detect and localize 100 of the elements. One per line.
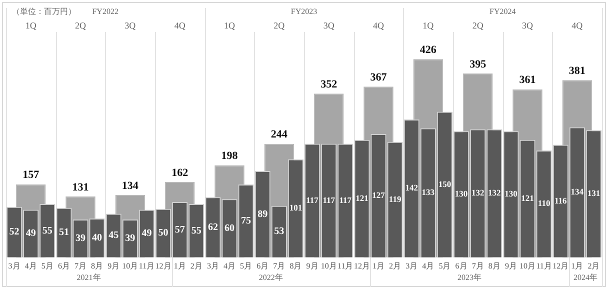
x-tick-label: 2月 [389,261,402,270]
x-tick-label: 8月 [488,261,500,270]
data-label: 40 [92,232,102,244]
data-label: 45 [108,230,119,242]
x-tick-label: 9月 [306,261,318,270]
x-tick-label: 2月 [588,261,600,270]
data-label: 101 [289,202,302,213]
text: 3Q [323,20,335,30]
data-label: 117 [306,194,320,205]
data-label: 49 [142,228,152,240]
x-tick-label: 11月 [536,261,552,270]
x-tick-label: 5月 [240,261,252,270]
x-tick-label: 2月 [190,261,202,270]
data-label: 162 [172,166,189,179]
data-label: 117 [322,194,336,205]
text: 1Q [25,20,37,30]
data-label: 121 [521,192,534,203]
x-tick-label: 9月 [504,261,517,270]
x-tick-label: 7月 [273,261,286,270]
x-tick-label: 11月 [338,261,354,270]
x-tick-label: 8月 [290,261,302,270]
text: FY2023 [290,7,318,16]
x-tick-label: 10月 [122,261,138,270]
text: 2Q [274,20,286,30]
data-label: 39 [76,233,86,244]
x-tick-label: 5月 [41,261,54,270]
data-label: 132 [488,187,501,198]
x-tick-label: 4月 [422,261,434,270]
x-tick-label: 6月 [455,261,468,270]
text: 1Q [224,20,236,30]
text: 2021年 [76,273,101,282]
x-tick-label: 3月 [206,261,219,270]
data-label: 132 [471,187,484,198]
text: 3Q [124,20,136,30]
data-label: 367 [370,71,388,84]
x-tick-label: 12月 [354,261,370,270]
data-label: 381 [568,64,586,77]
text: 2023年 [458,273,482,282]
x-tick-label: 7月 [472,261,484,270]
data-label: 131 [72,181,89,194]
data-label: 134 [122,180,139,192]
data-label: 119 [388,194,402,204]
x-tick-label: 12月 [155,261,172,270]
data-label: 142 [405,182,418,193]
data-label: 130 [454,188,468,198]
text: 2Q [75,20,86,30]
data-label: 131 [587,188,600,198]
text: 4Q [174,20,186,30]
data-label: 55 [42,225,52,236]
text: 2Q [472,20,484,30]
data-label: 426 [420,44,437,56]
x-tick-label: 10月 [320,261,337,270]
data-label: 130 [504,188,518,198]
text: 2024年 [573,273,598,282]
x-tick-label: 3月 [406,261,418,270]
text: 4Q [373,20,384,30]
data-label: 121 [356,192,368,203]
data-label: 361 [519,74,536,86]
text: 2022年 [258,273,283,282]
data-label: 157 [22,169,40,182]
data-label: 60 [224,222,234,234]
x-tick-label: 4月 [24,261,37,270]
x-tick-label: 11月 [138,261,155,270]
text: 4Q [572,20,584,30]
data-label: 53 [274,226,284,238]
x-tick-label: 1月 [372,261,384,270]
data-label: 117 [339,194,352,205]
data-label: 395 [470,58,487,70]
x-tick-label: 9月 [108,261,120,270]
x-tick-label: 3月 [8,261,20,270]
data-label: 39 [125,233,136,244]
data-label: 55 [191,225,202,236]
data-label: 49 [26,228,36,240]
x-tick-label: 12月 [552,261,569,270]
x-tick-label: 7月 [74,261,86,270]
data-label: 150 [438,178,452,189]
x-tick-label: 1月 [571,261,584,270]
x-tick-label: 6月 [58,261,70,270]
data-label: 89 [258,208,268,220]
data-label: 52 [9,226,20,238]
text: FY2024 [490,7,516,16]
x-tick-label: 1月 [174,261,186,270]
text: （単位：百万円） [12,7,76,16]
x-tick-label: 4月 [224,261,236,270]
x-tick-label: 6月 [256,261,269,270]
data-label: 75 [241,216,252,227]
data-label: 50 [158,228,168,239]
data-label: 244 [270,128,288,141]
data-label: 62 [208,222,218,233]
data-label: 116 [554,195,567,206]
data-label: 57 [174,224,185,236]
x-tick-label: 10月 [520,261,536,270]
x-tick-label: 8月 [91,261,104,270]
text: FY2022 [92,7,118,16]
data-label: 352 [320,78,338,90]
data-label: 134 [570,186,584,197]
data-label: 110 [538,198,550,208]
x-tick-label: 5月 [438,261,451,270]
text: 3Q [522,20,534,30]
data-label: 51 [58,227,69,238]
